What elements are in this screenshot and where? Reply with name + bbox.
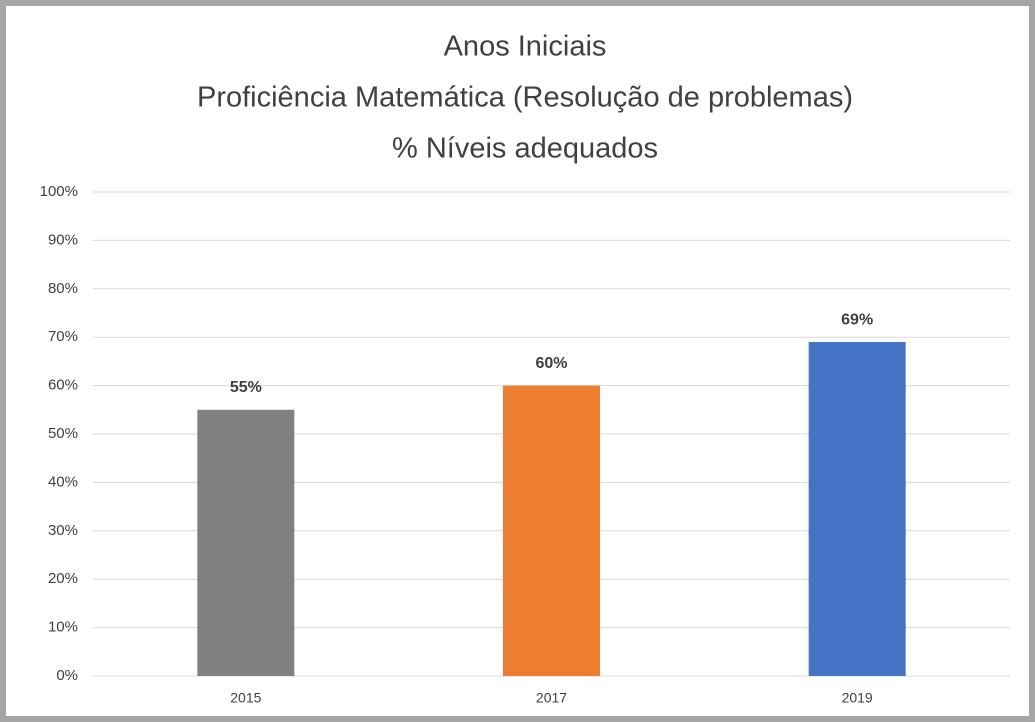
bar: [503, 385, 600, 676]
y-tick-label: 100%: [40, 183, 78, 200]
bar: [197, 409, 295, 676]
chart-title: % Níveis adequados: [392, 133, 658, 165]
chart-title: Proficiência Matemática (Resolução de pr…: [197, 82, 853, 114]
data-label: 69%: [841, 311, 873, 328]
y-tick-label: 30%: [48, 522, 78, 539]
y-tick-label: 20%: [48, 570, 78, 587]
y-tick-label: 50%: [48, 425, 78, 442]
data-label: 60%: [535, 355, 567, 372]
y-tick-label: 0%: [56, 667, 78, 684]
y-tick-label: 70%: [48, 328, 78, 345]
bar: [808, 342, 906, 676]
data-label: 55%: [230, 379, 262, 396]
x-tick-label: 2015: [230, 690, 261, 706]
chart-title: Anos Iniciais: [444, 31, 607, 63]
y-tick-label: 80%: [48, 280, 78, 297]
y-tick-label: 90%: [48, 231, 78, 248]
y-tick-label: 10%: [48, 619, 78, 636]
x-tick-label: 2019: [842, 690, 873, 706]
y-tick-label: 60%: [48, 377, 78, 394]
x-tick-label: 2017: [536, 690, 567, 706]
y-tick-label: 40%: [48, 473, 78, 490]
